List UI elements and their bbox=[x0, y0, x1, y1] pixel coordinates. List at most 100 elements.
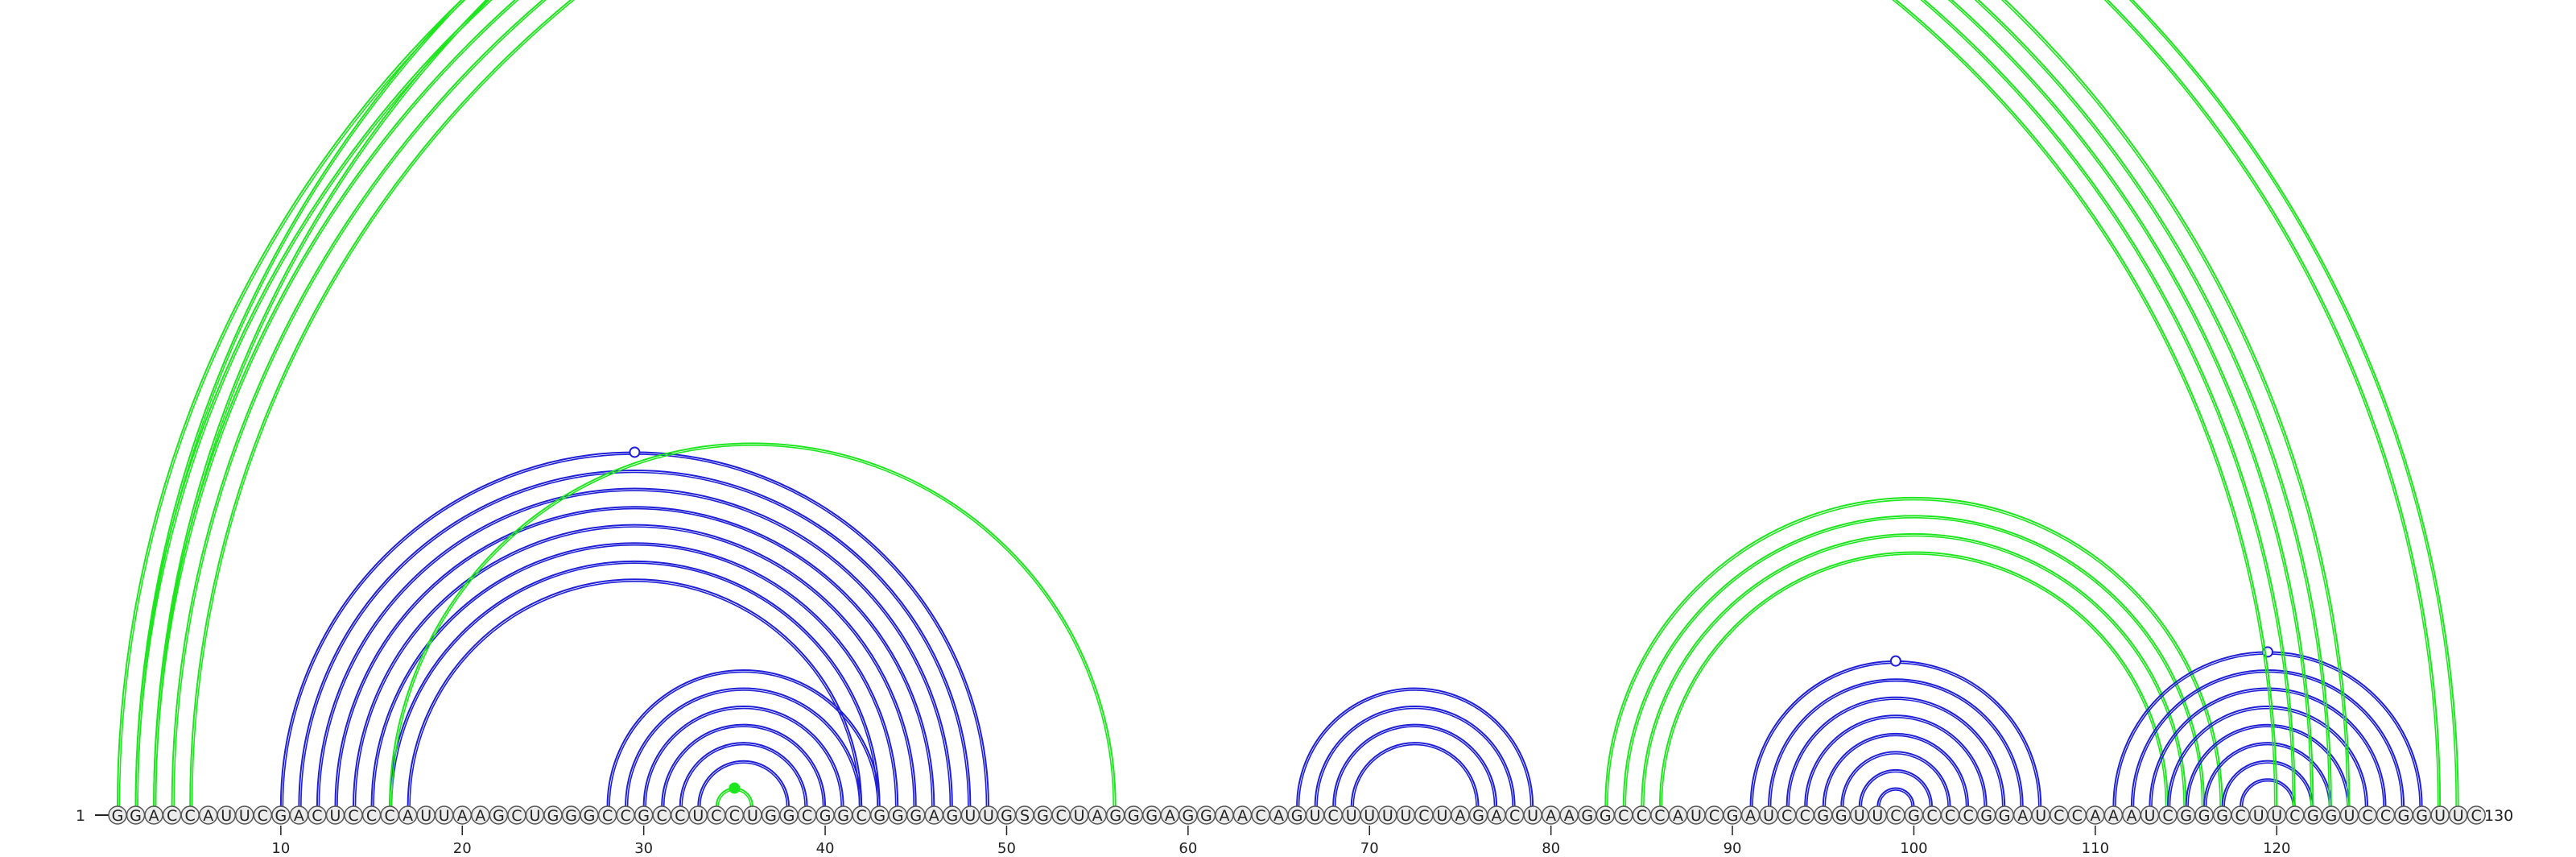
pair-arc-16-56 bbox=[390, 444, 1114, 807]
nucleotide-letter: C bbox=[348, 807, 358, 825]
pair-arc-117-122 bbox=[2223, 762, 2312, 807]
pair-arc-14-45 bbox=[353, 524, 917, 807]
pair-arc-12-47 bbox=[318, 490, 952, 807]
nucleotide: G bbox=[1142, 805, 1162, 825]
pair-arc-17-42 bbox=[407, 578, 863, 807]
pair-arc-94-104 bbox=[1806, 717, 1985, 807]
nucleotide-letter: U bbox=[2035, 807, 2046, 825]
nucleotide: U bbox=[1341, 805, 1361, 825]
nucleotide-letter: G bbox=[2307, 807, 2319, 825]
nucleotide-letter: A bbox=[294, 807, 304, 825]
nucleotide: G bbox=[943, 805, 962, 825]
nucleotide: G bbox=[2322, 805, 2341, 825]
nucleotide-letter: A bbox=[929, 807, 939, 825]
nucleotide-letter: U bbox=[420, 807, 431, 825]
nucleotide: G bbox=[888, 805, 907, 825]
nucleotide: U bbox=[235, 805, 254, 825]
nucleotide-letter: U bbox=[2343, 807, 2355, 825]
nucleotide: C bbox=[2467, 805, 2486, 825]
nucleotide-letter: U bbox=[1436, 807, 1447, 825]
nucleotide: C bbox=[616, 805, 635, 825]
nucleotide-letter: G bbox=[130, 807, 142, 825]
pair-arc-66-79 bbox=[1296, 687, 1534, 807]
nucleotide: U bbox=[1069, 805, 1089, 825]
nucleotide-letter: C bbox=[1055, 807, 1066, 825]
arc-apex-marker bbox=[629, 446, 641, 458]
nucleotide-letter: U bbox=[1763, 807, 1774, 825]
nucleotide-letter: C bbox=[1945, 807, 1955, 825]
nucleotide: G bbox=[1179, 805, 1198, 825]
nucleotide-letter: C bbox=[2162, 807, 2173, 825]
nucleotide: U bbox=[2031, 805, 2050, 825]
nucleotide-letter: C bbox=[2054, 807, 2064, 825]
nucleotide-letter: C bbox=[1890, 807, 1901, 825]
nucleotide: G bbox=[2303, 805, 2323, 825]
nucleotide: C bbox=[1886, 805, 1905, 825]
nucleotide-letter: U bbox=[964, 807, 976, 825]
axis-tick-label: 10 bbox=[271, 840, 290, 857]
nucleotide: G bbox=[906, 805, 926, 825]
nucleotide-letter: C bbox=[2362, 807, 2372, 825]
pair-arc-111-128 bbox=[2112, 651, 2423, 807]
nucleotide: U bbox=[1396, 805, 1416, 825]
nucleotide-letter: G bbox=[1182, 807, 1194, 825]
nucleotide: C bbox=[652, 805, 671, 825]
pair-arc-16-43 bbox=[390, 562, 878, 807]
pair-arc-118-121 bbox=[2241, 780, 2294, 807]
nucleotide: G bbox=[271, 805, 291, 825]
nucleotide: G bbox=[815, 805, 835, 825]
pair-arc-2-123 bbox=[134, 0, 2332, 807]
nucleotide: G bbox=[1105, 805, 1125, 825]
nucleotide-letter: A bbox=[1745, 807, 1756, 825]
nucleotide: U bbox=[688, 805, 708, 825]
nucleotide-letter: A bbox=[149, 807, 159, 825]
nucleotide: U bbox=[217, 805, 236, 825]
pair-arc-13-46 bbox=[336, 507, 933, 807]
nucleotide: G bbox=[869, 805, 890, 825]
nucleotide-letter: C bbox=[675, 807, 685, 825]
nucleotide-letter: U bbox=[1400, 807, 1411, 825]
nucleotide-letter: C bbox=[2471, 807, 2482, 825]
nucleotide-letter: G bbox=[2180, 807, 2192, 825]
nucleotide-letter: G bbox=[1146, 807, 1158, 825]
nucleotide-letter: G bbox=[1037, 807, 1049, 825]
pair-arc-28-43 bbox=[609, 671, 878, 807]
nucleotide-letter: A bbox=[1219, 807, 1229, 825]
nucleotide: A bbox=[924, 805, 944, 825]
nucleotide: U bbox=[1378, 805, 1397, 825]
nucleotide: C bbox=[361, 805, 382, 825]
nucleotide: C bbox=[1959, 805, 1978, 825]
nucleotide-letter: G bbox=[1001, 807, 1013, 825]
nucleotide-letter: A bbox=[475, 807, 485, 825]
nucleotide-letter: C bbox=[185, 807, 196, 825]
nucleotide-letter: G bbox=[910, 807, 922, 825]
nucleotide: C bbox=[1795, 805, 1814, 825]
pair-arc-86-114 bbox=[1658, 551, 2169, 807]
nucleotide: G bbox=[1723, 805, 1742, 825]
pair-arc-114-125 bbox=[2167, 706, 2368, 807]
pair-arc-93-105 bbox=[1788, 698, 2004, 807]
nucleotide: G bbox=[108, 805, 127, 825]
pair-arc-96-102 bbox=[1840, 751, 1951, 807]
nucleotide: A bbox=[2013, 805, 2033, 825]
nucleotide: A bbox=[1668, 805, 1688, 825]
pair-arc-117-122 bbox=[2221, 760, 2314, 807]
nucleotide: U bbox=[960, 805, 980, 825]
nucleotide-letter: G bbox=[112, 807, 124, 825]
nucleotide: A bbox=[1559, 805, 1579, 825]
nucleotide-letter: G bbox=[1128, 807, 1140, 825]
nucleotide-letter: G bbox=[819, 807, 832, 825]
nucleotide-letter: U bbox=[1872, 807, 1883, 825]
nucleotide-letter: C bbox=[258, 807, 268, 825]
nucleotide-letter: U bbox=[747, 807, 758, 825]
pair-arc-1-124 bbox=[117, 0, 2351, 807]
nucleotide-letter: C bbox=[366, 807, 377, 825]
nucleotide: G bbox=[2394, 805, 2413, 825]
nucleotide: A bbox=[1215, 805, 1234, 825]
pair-arc-92-106 bbox=[1769, 681, 2021, 807]
nucleotide: A bbox=[2103, 805, 2124, 825]
nucleotide: U bbox=[1759, 805, 1778, 825]
nucleotide-letter: C bbox=[729, 807, 740, 825]
nucleotide: U bbox=[525, 805, 545, 825]
